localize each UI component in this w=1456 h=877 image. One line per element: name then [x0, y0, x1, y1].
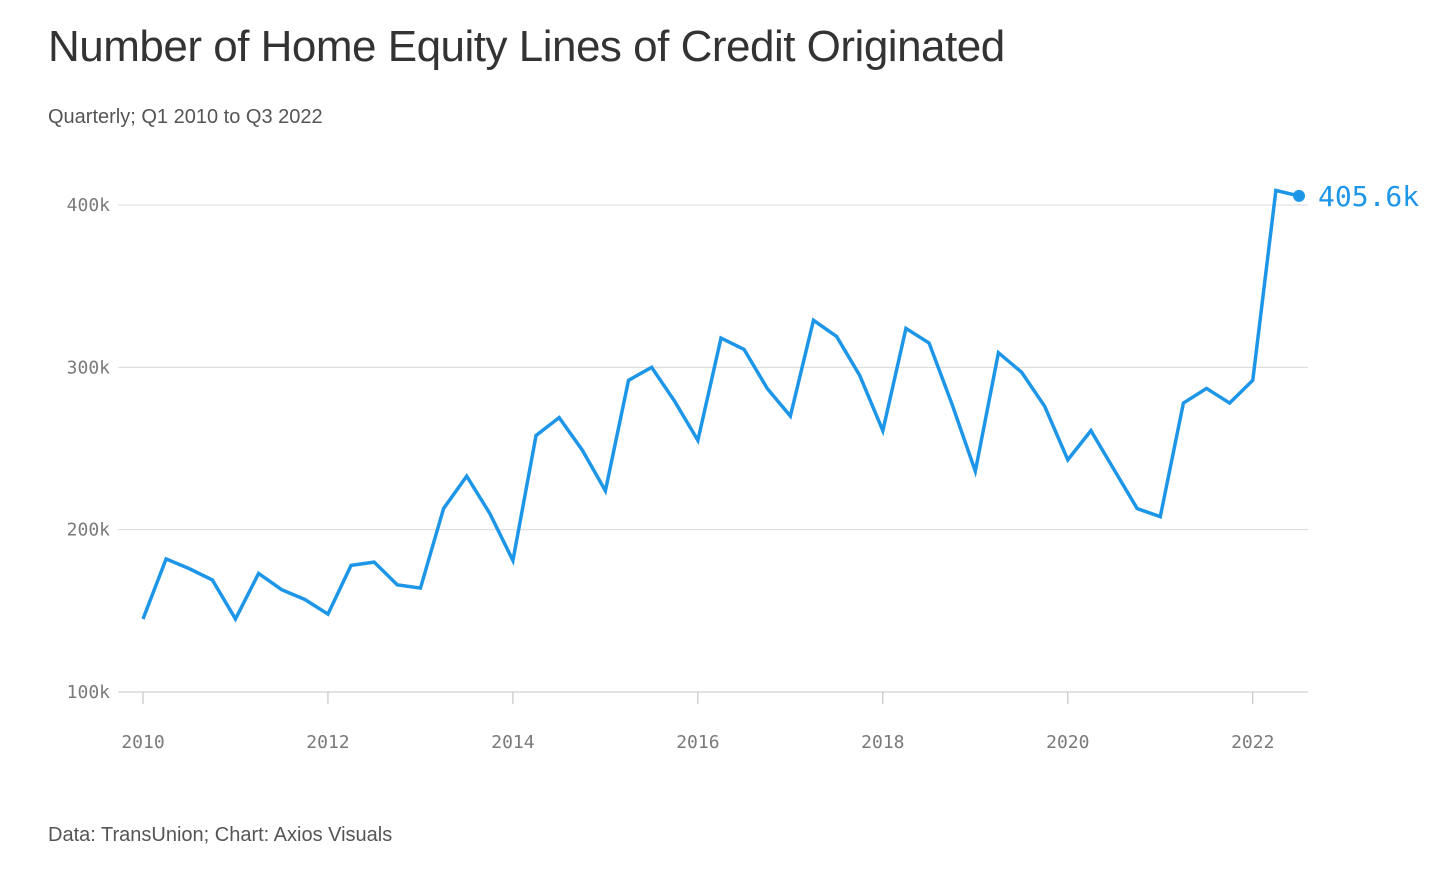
x-tick-label: 2022: [1231, 732, 1274, 753]
data-line: [141, 188, 1300, 623]
y-tick-label: 400k: [67, 195, 111, 216]
y-tick-label: 100k: [67, 682, 111, 703]
grid-lines: [118, 204, 1308, 693]
x-tick-label: 2012: [306, 732, 349, 753]
chart-subtitle: Quarterly; Q1 2010 to Q3 2022: [48, 106, 323, 128]
x-axis: 2010 2012 2014 2016 2018 2020 2022: [121, 692, 1274, 753]
x-tick-label: 2010: [121, 732, 164, 753]
y-tick-label: 300k: [67, 357, 111, 378]
y-tick-label: 200k: [67, 520, 111, 541]
x-tick-label: 2016: [676, 732, 719, 753]
x-tick-label: 2018: [861, 732, 904, 753]
y-axis: 100k 200k 300k 400k: [67, 195, 111, 703]
x-tick-label: 2020: [1046, 732, 1089, 753]
x-tick-label: 2014: [491, 732, 534, 753]
chart-title: Number of Home Equity Lines of Credit Or…: [48, 22, 1005, 71]
source-note: Data: TransUnion; Chart: Axios Visuals: [48, 824, 393, 846]
end-point-marker: [1293, 189, 1305, 202]
end-value-label: 405.6k: [1318, 180, 1419, 213]
